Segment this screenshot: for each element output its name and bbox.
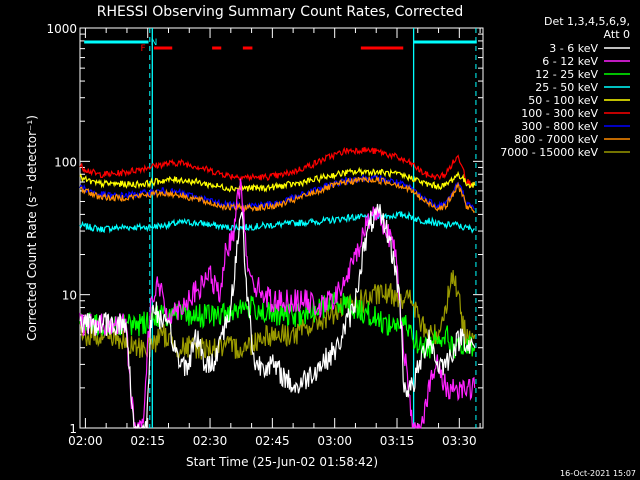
x-tick-label: 03:15	[380, 434, 415, 448]
flare-label: F	[141, 44, 146, 54]
series-line	[79, 292, 476, 359]
y-axis-label: Corrected Count Rate (s⁻¹ detector⁻¹)	[25, 115, 39, 341]
y-tick-label: 1000	[46, 22, 77, 36]
y-tick-label: 100	[54, 155, 77, 169]
legend-header-line: Det 1,3,4,5,6,9,	[544, 15, 630, 28]
attenuator-label: N	[151, 38, 158, 48]
series-line	[79, 146, 476, 188]
plot-frame	[79, 27, 484, 429]
series-line	[79, 166, 476, 193]
legend-label: 3 - 6 keV	[549, 42, 598, 55]
timestamp: 16-Oct-2021 15:07	[560, 469, 636, 478]
series-line	[79, 210, 475, 234]
x-tick-label: 02:30	[193, 434, 228, 448]
legend-label: 50 - 100 keV	[528, 94, 598, 107]
x-tick-label: 03:30	[442, 434, 477, 448]
series-line	[79, 203, 476, 429]
y-tick-label: 10	[62, 289, 77, 303]
legend-label: 12 - 25 keV	[535, 68, 598, 81]
x-tick-label: 03:00	[317, 434, 352, 448]
legend-label: 100 - 300 keV	[521, 107, 598, 120]
legend-label: 25 - 50 keV	[535, 81, 598, 94]
x-tick-label: 02:45	[255, 434, 290, 448]
legend-label: 6 - 12 keV	[542, 55, 598, 68]
legend-header-line: Att 0	[604, 28, 630, 41]
legend-label: 800 - 7000 keV	[514, 133, 598, 146]
series-line	[79, 175, 476, 214]
legend-label: 300 - 800 keV	[521, 120, 598, 133]
x-tick-label: 02:15	[130, 434, 165, 448]
plot-body: 1 10 100 1000 02:00 02:15 02:30 02:45 03:00 03:15…	[46, 22, 484, 448]
series-line	[79, 270, 476, 360]
chart-title: RHESSI Observing Summary Count Rates, Co…	[97, 4, 463, 20]
x-tick-label: 02:00	[68, 434, 103, 448]
x-axis-label: Start Time (25-Jun-02 01:58:42)	[186, 455, 378, 469]
legend-label: 7000 - 15000 keV	[500, 146, 598, 159]
y-tick-label: 1	[69, 422, 77, 436]
